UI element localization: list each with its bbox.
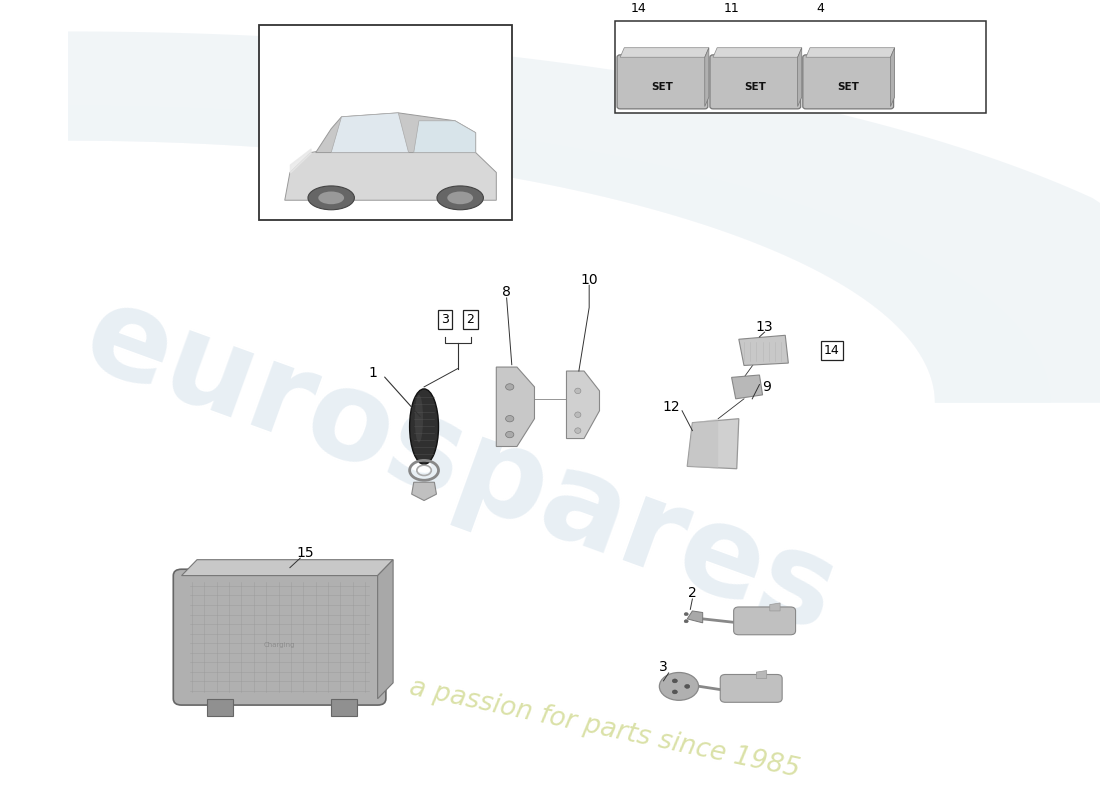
Polygon shape [68,31,1100,403]
Bar [258,26,512,220]
Text: 10: 10 [581,273,598,286]
FancyBboxPatch shape [720,674,782,702]
Ellipse shape [574,428,581,434]
Polygon shape [285,145,496,200]
Bar [208,698,233,716]
Text: 4: 4 [816,2,824,15]
Polygon shape [688,418,739,469]
Ellipse shape [684,620,689,623]
Polygon shape [705,48,708,106]
Polygon shape [798,48,802,106]
Text: 8: 8 [503,285,512,298]
FancyBboxPatch shape [617,55,708,109]
Polygon shape [891,48,894,106]
Text: 1: 1 [368,366,377,380]
Ellipse shape [506,415,514,422]
Bar [615,22,987,113]
FancyBboxPatch shape [734,607,795,634]
Ellipse shape [672,679,678,683]
Polygon shape [688,418,718,469]
Ellipse shape [506,431,514,438]
Ellipse shape [506,384,514,390]
Text: a passion for parts since 1985: a passion for parts since 1985 [407,674,802,782]
Text: 3: 3 [659,659,668,674]
Bar [331,698,358,716]
Ellipse shape [409,389,439,464]
Text: eurospares: eurospares [68,274,853,658]
Polygon shape [496,367,535,446]
Ellipse shape [437,186,483,210]
Text: 14: 14 [824,344,839,357]
Polygon shape [770,603,780,611]
Text: 13: 13 [756,319,773,334]
Text: SET: SET [651,82,673,92]
Polygon shape [806,48,894,58]
Polygon shape [757,670,767,678]
Ellipse shape [574,388,581,394]
Polygon shape [566,371,600,438]
Text: 12: 12 [663,400,681,414]
Text: 2: 2 [688,586,696,601]
Polygon shape [377,560,393,698]
Text: 11: 11 [724,2,739,15]
Polygon shape [688,611,703,623]
Text: SET: SET [745,82,767,92]
FancyBboxPatch shape [803,55,893,109]
Ellipse shape [318,191,344,204]
Ellipse shape [684,613,689,616]
Text: 2: 2 [466,313,474,326]
Polygon shape [732,375,762,399]
FancyBboxPatch shape [174,570,386,705]
Text: SET: SET [837,82,859,92]
Polygon shape [411,482,437,501]
Text: 9: 9 [762,380,771,394]
Polygon shape [316,113,475,153]
Ellipse shape [448,191,473,204]
Ellipse shape [672,690,678,694]
Ellipse shape [308,186,354,210]
Text: 3: 3 [441,313,449,326]
Ellipse shape [574,412,581,418]
Polygon shape [414,121,475,153]
Text: 14: 14 [630,2,646,15]
Polygon shape [739,335,789,366]
FancyBboxPatch shape [710,55,801,109]
Polygon shape [68,106,1050,403]
Polygon shape [713,48,802,58]
Polygon shape [620,48,708,58]
Text: Charging: Charging [264,642,295,648]
Polygon shape [331,113,408,153]
Ellipse shape [415,395,424,442]
Ellipse shape [659,673,698,700]
Polygon shape [182,560,393,575]
Text: 15: 15 [297,546,315,560]
Ellipse shape [684,685,690,688]
